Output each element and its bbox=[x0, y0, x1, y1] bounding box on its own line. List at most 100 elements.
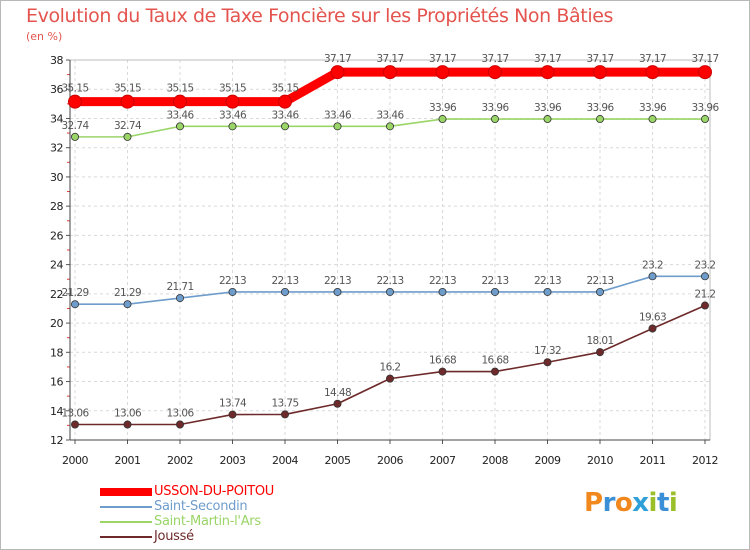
data-point bbox=[280, 287, 289, 296]
data-label: 33.46 bbox=[271, 109, 299, 121]
data-label: 33.46 bbox=[219, 109, 247, 121]
y-tick-label: 18 bbox=[50, 346, 63, 359]
data-point bbox=[123, 300, 132, 309]
data-label: 13.06 bbox=[166, 408, 194, 420]
x-tick-label: 2005 bbox=[325, 454, 351, 467]
data-label: 21.29 bbox=[114, 287, 141, 299]
data-point bbox=[543, 115, 552, 124]
data-label: 21.29 bbox=[61, 287, 88, 299]
y-tick-label: 38 bbox=[50, 54, 63, 67]
data-point bbox=[490, 367, 499, 376]
data-label: 23.2 bbox=[695, 259, 716, 271]
data-label: 32.74 bbox=[61, 120, 89, 132]
data-point bbox=[385, 122, 394, 131]
data-label: 16.68 bbox=[481, 355, 508, 367]
x-tick-label: 2007 bbox=[430, 454, 456, 467]
proxiti-logo: Proxiti bbox=[584, 488, 678, 518]
data-label: 37.17 bbox=[691, 53, 718, 65]
y-tick-label: 12 bbox=[50, 434, 63, 447]
data-label: 13.06 bbox=[114, 408, 142, 420]
data-point bbox=[333, 287, 342, 296]
data-point bbox=[543, 358, 552, 367]
y-tick-label: 14 bbox=[50, 405, 63, 418]
data-point bbox=[488, 65, 502, 80]
legend-label: Saint-Martin-l'Ars bbox=[154, 514, 261, 529]
data-point bbox=[280, 410, 289, 419]
legend-swatch bbox=[100, 521, 152, 523]
data-label: 37.17 bbox=[481, 53, 508, 65]
data-label: 22.13 bbox=[324, 275, 351, 287]
data-label: 33.46 bbox=[324, 109, 352, 121]
axes: 12 14 16 18 20 22 24 26 28 30 32 34 36 38 2000 2001 2002… bbox=[50, 54, 719, 467]
legend-label: Saint-Secondin bbox=[154, 499, 248, 514]
data-point bbox=[280, 122, 289, 131]
x-tick-label: 2000 bbox=[62, 454, 88, 467]
data-label: 33.46 bbox=[166, 109, 194, 121]
data-label: 13.75 bbox=[271, 397, 298, 409]
data-label: 35.15 bbox=[166, 83, 193, 95]
data-label: 33.96 bbox=[481, 102, 509, 114]
x-tick-label: 2008 bbox=[482, 454, 508, 467]
data-label: 35.15 bbox=[219, 83, 246, 95]
data-label: 33.96 bbox=[639, 102, 667, 114]
data-label: 13.74 bbox=[219, 398, 247, 410]
data-label: 33.96 bbox=[691, 102, 719, 114]
data-point bbox=[123, 132, 132, 141]
data-point bbox=[698, 65, 712, 80]
data-point bbox=[648, 272, 657, 281]
data-point bbox=[596, 115, 605, 124]
y-tick-label: 32 bbox=[50, 142, 63, 155]
data-label: 19.63 bbox=[639, 311, 666, 323]
legend-swatch bbox=[100, 488, 152, 496]
data-label: 32.74 bbox=[114, 120, 142, 132]
y-tick-label: 22 bbox=[50, 288, 63, 301]
x-tick-label: 2010 bbox=[587, 454, 613, 467]
legend-label: USSON-DU-POITOU bbox=[154, 484, 274, 499]
data-point bbox=[228, 410, 237, 419]
data-label: 37.17 bbox=[639, 53, 666, 65]
data-point bbox=[71, 132, 80, 141]
data-point bbox=[175, 122, 184, 131]
series-layer bbox=[68, 65, 712, 429]
data-point bbox=[385, 374, 394, 383]
data-label: 35.15 bbox=[61, 83, 88, 95]
data-label: 37.17 bbox=[324, 53, 351, 65]
data-point bbox=[490, 287, 499, 296]
line-chart: 12 14 16 18 20 22 24 26 28 30 32 34 36 38 2000 2001 2002… bbox=[50, 53, 720, 467]
data-point bbox=[333, 399, 342, 408]
data-point bbox=[228, 287, 237, 296]
x-tick-label: 2001 bbox=[115, 454, 141, 467]
data-point bbox=[173, 94, 187, 109]
data-point bbox=[120, 94, 135, 109]
logo-letter: x bbox=[632, 488, 649, 518]
x-tick-label: 2012 bbox=[692, 454, 718, 467]
y-tick-label: 24 bbox=[50, 259, 63, 272]
logo-letter: t bbox=[656, 488, 669, 518]
y-tick-label: 28 bbox=[50, 200, 63, 213]
data-point bbox=[278, 94, 292, 109]
y-tick-label: 30 bbox=[50, 171, 63, 184]
x-tick-label: 2011 bbox=[640, 454, 666, 467]
y-tick-label: 34 bbox=[50, 112, 63, 125]
y-tick-label: 36 bbox=[50, 83, 63, 96]
x-tick-label: 2003 bbox=[220, 454, 246, 467]
data-label: 13.06 bbox=[61, 408, 89, 420]
data-label: 16.68 bbox=[429, 355, 456, 367]
data-label: 22.13 bbox=[586, 275, 613, 287]
data-point bbox=[438, 115, 447, 124]
data-label: 22.13 bbox=[271, 275, 298, 287]
data-label: 21.71 bbox=[166, 281, 193, 293]
data-label: 22.13 bbox=[219, 275, 246, 287]
data-label: 37.17 bbox=[586, 53, 613, 65]
chart-title: Evolution du Taux de Taxe Foncière sur l… bbox=[26, 5, 614, 27]
data-point bbox=[385, 287, 394, 296]
data-label: 22.13 bbox=[429, 275, 456, 287]
data-point bbox=[438, 287, 447, 296]
data-label: 14.48 bbox=[324, 387, 351, 399]
data-label: 16.2 bbox=[380, 362, 401, 374]
logo-letter: o bbox=[614, 488, 633, 518]
data-label: 37.17 bbox=[376, 53, 403, 65]
data-point bbox=[490, 115, 499, 124]
data-point bbox=[701, 272, 710, 281]
